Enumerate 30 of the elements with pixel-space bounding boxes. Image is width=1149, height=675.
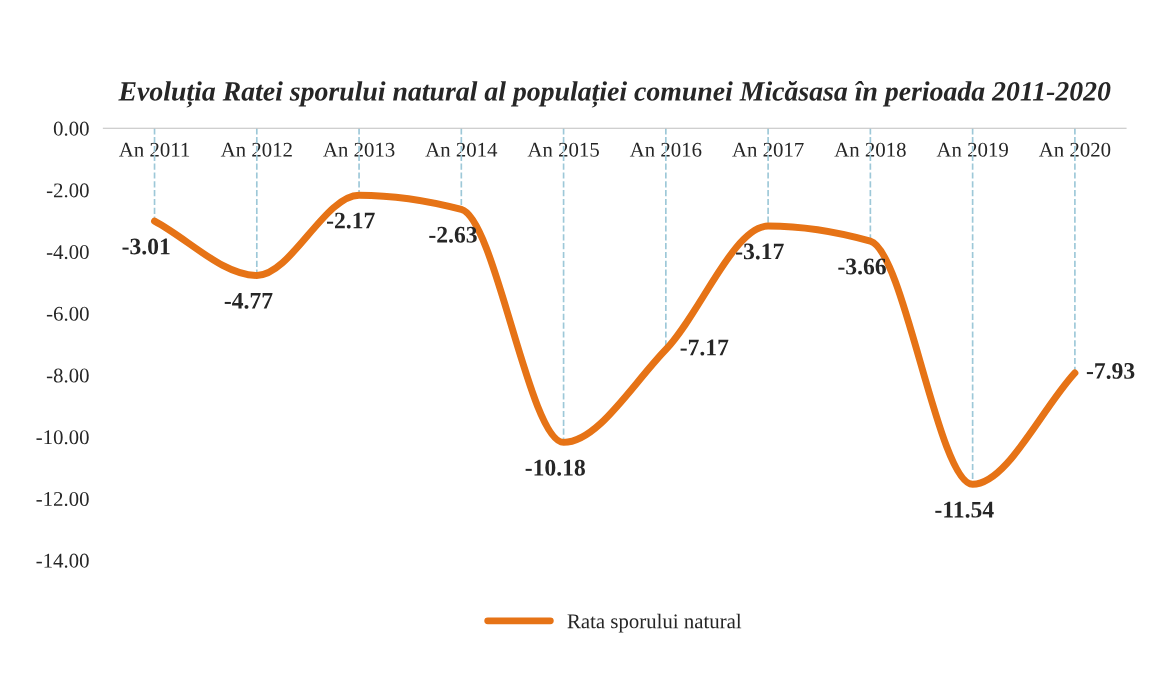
x-tick-label: An 2012	[220, 142, 292, 157]
y-tick-label: -12.00	[36, 491, 89, 507]
x-tick-label: An 2016	[629, 142, 702, 157]
data-label: -3.66	[838, 258, 886, 275]
data-label: -3.17	[736, 243, 784, 260]
y-tick-label: -6.00	[46, 306, 89, 321]
y-tick-label: -14.00	[36, 553, 89, 568]
data-label: -11.54	[935, 501, 994, 518]
x-tick-label: An 2019	[936, 142, 1008, 157]
y-tick-label: -2.00	[46, 183, 89, 198]
y-tick-label: -8.00	[46, 368, 89, 383]
x-tick-label: An 2013	[323, 142, 395, 157]
x-tick-label: An 2018	[834, 142, 906, 157]
x-tick-label: An 2014	[425, 142, 498, 157]
data-label: -2.63	[429, 226, 477, 243]
x-tick-label: An 2017	[732, 142, 804, 157]
chart-title: Evoluția Ratei sporului natural al populației comunei Micăsasa în perioada 2011-2020	[118, 80, 1111, 108]
x-tick-label: An 2020	[1038, 142, 1111, 157]
x-tick-label: An 2015	[527, 142, 599, 157]
y-tick-label: -4.00	[46, 245, 89, 260]
data-label: -2.17	[327, 212, 375, 229]
data-label: -7.17	[680, 339, 729, 356]
legend-label: Rata sporului natural	[567, 613, 742, 633]
y-tick-label: -10.00	[36, 430, 89, 445]
data-label: -10.18	[525, 459, 585, 476]
data-label: -7.93	[1086, 362, 1135, 379]
y-tick-label: 0.00	[53, 121, 89, 136]
data-label: -4.77	[224, 292, 273, 309]
x-tick-label: An 2011	[118, 142, 190, 157]
data-label: -3.01	[122, 238, 170, 255]
